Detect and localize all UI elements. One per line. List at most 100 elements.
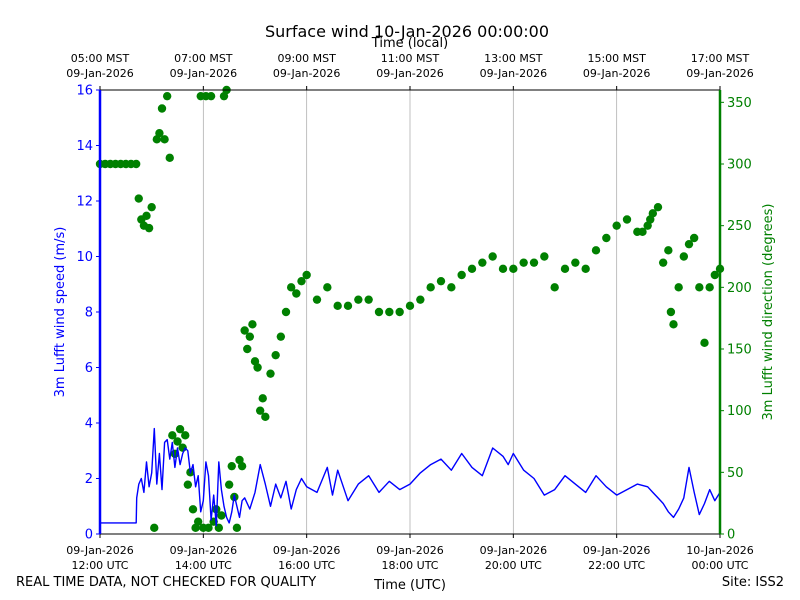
left-y-tick-label: 8 — [85, 306, 93, 321]
wind-direction-point — [467, 264, 477, 274]
wind-direction-point — [142, 211, 151, 220]
wind-direction-point — [405, 301, 415, 311]
left-y-tick-label: 6 — [85, 361, 93, 376]
top-tick-label-date: 09-Jan-2026 — [273, 67, 341, 80]
wind-direction-point — [217, 511, 226, 520]
wind-direction-point — [286, 283, 296, 292]
wind-direction-point — [245, 332, 255, 341]
top-tick-label-time: 17:00 MST — [691, 52, 750, 65]
right-y-tick-label: 150 — [727, 343, 752, 358]
axes: 09-Jan-2026 12:00 UTC 09-Jan-2026 14:00 UTC… — [66, 52, 754, 572]
wind-direction-point — [679, 252, 689, 261]
right-y-tick-label: 250 — [727, 219, 752, 234]
wind-direction-point — [237, 461, 247, 471]
wind-direction-point — [150, 523, 159, 533]
right-y-tick-label: 300 — [727, 158, 752, 173]
top-tick-label-date: 09-Jan-2026 — [480, 67, 548, 80]
wind-direction-point — [253, 363, 262, 372]
x-tick-label-time: 14:00 UTC — [175, 559, 232, 572]
x-tick-label-time: 20:00 UTC — [485, 559, 542, 572]
wind-direction-point — [591, 246, 601, 255]
wind-direction-point — [147, 202, 156, 212]
wind-direction-point — [385, 307, 394, 317]
wind-direction-point — [224, 480, 234, 489]
wind-direction-point — [416, 295, 425, 304]
x-tick-label-time: 16:00 UTC — [278, 559, 335, 572]
left-y-tick-label: 2 — [85, 472, 93, 487]
x-tick-label-time: 22:00 UTC — [588, 559, 645, 572]
x-tick-label-time: 18:00 UTC — [381, 559, 438, 572]
wind-direction-point — [188, 505, 198, 514]
grid-lines — [202, 90, 618, 534]
wind-direction-point — [689, 233, 699, 243]
left-axis-label: 3m Lufft wind speed (m/s) — [53, 227, 68, 398]
top-tick-label-time: 13:00 MST — [484, 52, 543, 65]
wind-direction-point — [700, 338, 709, 348]
left-y-tick-label: 10 — [76, 250, 93, 265]
wind-direction-point — [622, 215, 632, 224]
x-tick-label-date: 09-Jan-2026 — [376, 544, 444, 557]
wind-direction-point — [705, 283, 714, 292]
wind-direction-point — [581, 264, 590, 274]
wind-direction-point — [165, 153, 174, 163]
x-tick-label-date: 09-Jan-2026 — [66, 544, 134, 557]
left-y-tick-label: 4 — [85, 417, 93, 432]
data-quality-disclaimer: REAL TIME DATA, NOT CHECKED FOR QUALITY — [16, 575, 317, 590]
wind-direction-point — [498, 264, 508, 274]
wind-direction-point — [710, 270, 720, 280]
top-tick-label-time: 09:00 MST — [277, 52, 336, 65]
site-label: Site: ISS2 — [721, 575, 784, 590]
wind-direction-point — [134, 194, 143, 203]
wind-direction-point — [354, 295, 363, 304]
wind-direction-point — [612, 221, 621, 230]
wind-direction-point — [664, 246, 673, 255]
wind-direction-point — [488, 252, 497, 261]
wind-direction-point — [173, 437, 182, 446]
top-tick-label-time: 07:00 MST — [174, 52, 233, 65]
wind-direction-point — [240, 326, 249, 335]
wind-direction-point — [447, 283, 456, 292]
wind-direction-point — [157, 104, 167, 113]
wind-speed-series — [100, 427, 721, 527]
top-tick-label-date: 09-Jan-2026 — [66, 67, 134, 80]
wind-direction-point — [175, 424, 185, 434]
x-tick-label-date: 09-Jan-2026 — [170, 544, 238, 557]
wind-direction-point — [648, 209, 658, 218]
wind-direction-point — [658, 258, 668, 267]
x-tick-label-date: 09-Jan-2026 — [480, 544, 548, 557]
wind-direction-point — [638, 227, 647, 237]
wind-direction-point — [333, 301, 342, 311]
x-tick-label-date: 10-Jan-2026 — [686, 544, 754, 557]
wind-direction-point — [302, 270, 311, 280]
wind-direction-point — [684, 239, 694, 249]
wind-direction-point — [297, 276, 306, 286]
wind-direction-point — [343, 301, 353, 311]
wind-direction-point — [519, 258, 528, 267]
wind-direction-point — [478, 258, 487, 267]
wind-direction-point — [312, 295, 322, 304]
wind-direction-point — [271, 350, 280, 360]
left-y-tick-label: 12 — [76, 195, 93, 210]
right-y-tick-label: 350 — [727, 96, 752, 111]
wind-direction-point — [674, 283, 683, 292]
wind-direction-point — [160, 135, 169, 144]
wind-direction-point — [666, 307, 676, 317]
wind-direction-point — [281, 307, 291, 317]
left-y-tick-label: 16 — [76, 84, 93, 99]
wind-direction-point — [144, 223, 154, 233]
wind-direction-point — [276, 332, 286, 341]
wind-direction-point — [653, 202, 663, 212]
wind-direction-point — [206, 91, 216, 101]
wind-direction-point — [168, 431, 177, 440]
top-tick-label-time: 11:00 MST — [381, 52, 440, 65]
right-y-tick-label: 50 — [727, 466, 744, 481]
wind-direction-point — [181, 431, 190, 440]
wind-direction-point — [560, 264, 570, 274]
left-y-tick-label: 14 — [76, 139, 93, 154]
wind-direction-point — [232, 523, 242, 533]
top-tick-label-date: 09-Jan-2026 — [583, 67, 651, 80]
x-tick-label-time: 00:00 UTC — [691, 559, 748, 572]
wind-direction-point — [258, 394, 267, 403]
right-axis-label: 3m Lufft wind direction (degrees) — [761, 204, 776, 421]
wind-speed-line — [100, 427, 721, 527]
